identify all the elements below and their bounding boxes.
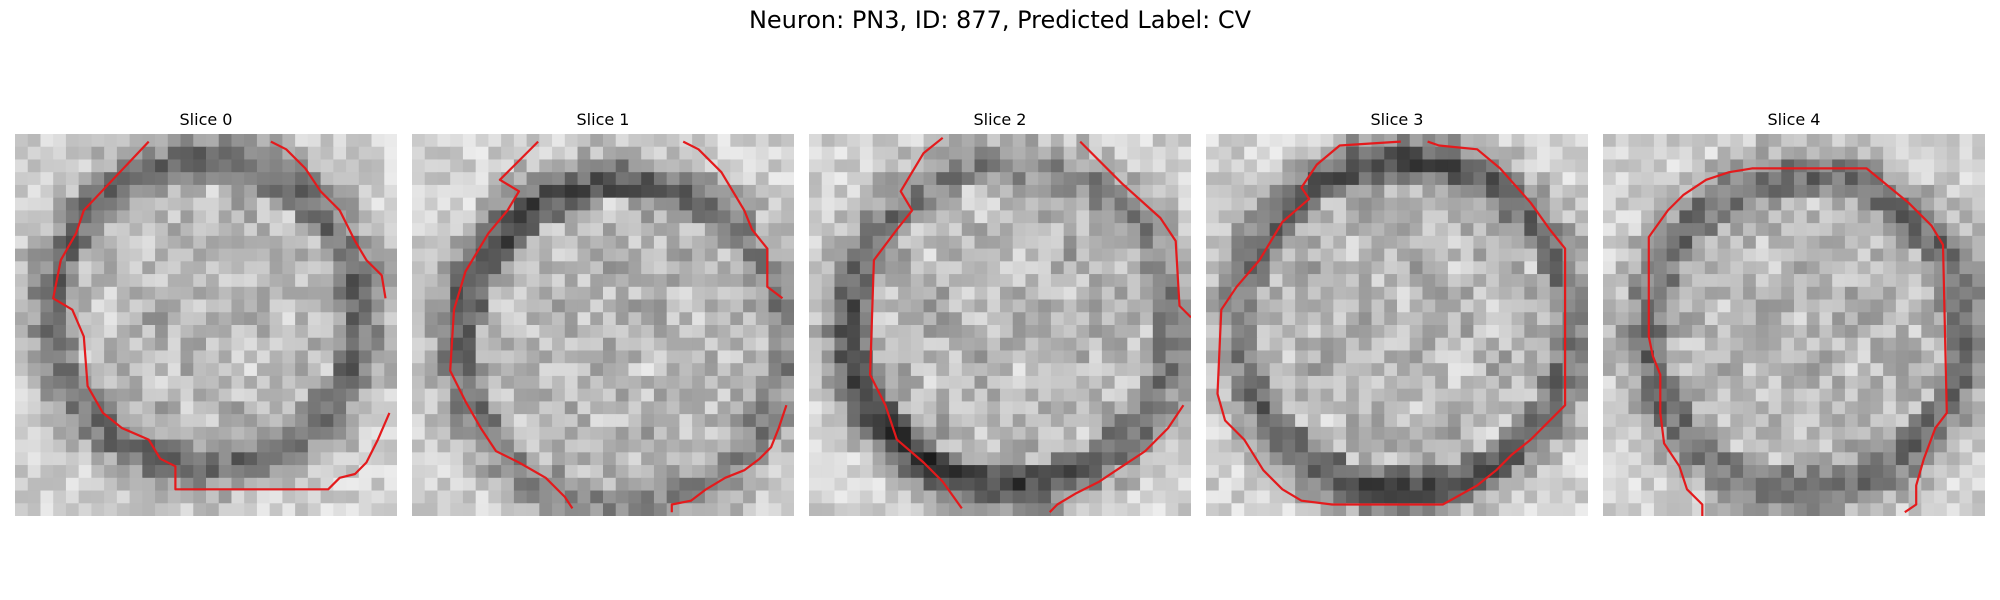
contour-line	[1048, 404, 1185, 513]
panel-title-slice-2: Slice 2	[973, 110, 1027, 129]
contour-line	[270, 140, 387, 299]
panel-title-slice-3: Slice 3	[1370, 110, 1424, 129]
pixel-grid	[809, 134, 1191, 516]
contour-line	[682, 140, 784, 300]
slice-4-image	[1603, 134, 1985, 516]
panel-slice-0	[15, 134, 397, 516]
contour-line	[1647, 167, 1948, 516]
panel-slice-1	[412, 134, 794, 516]
slice-3-image	[1206, 134, 1588, 516]
contour-line	[1079, 140, 1191, 319]
pixel-grid	[15, 134, 397, 516]
figure-title: Neuron: PN3, ID: 877, Predicted Label: C…	[748, 6, 1252, 34]
contour-line	[1216, 140, 1567, 506]
pixel-grid	[1206, 134, 1588, 516]
slice-1-image	[412, 134, 794, 516]
panel-title-slice-0: Slice 0	[179, 110, 233, 129]
panel-slice-3	[1206, 134, 1588, 516]
pixel-grid	[1603, 134, 1985, 516]
slice-0-image	[15, 134, 397, 516]
panel-slice-2	[809, 134, 1191, 516]
panel-title-slice-4: Slice 4	[1767, 110, 1821, 129]
panel-title-slice-1: Slice 1	[576, 110, 630, 129]
panel-slice-4	[1603, 134, 1985, 516]
pixel-grid	[412, 134, 794, 516]
contour-line	[52, 140, 391, 491]
contour-line	[449, 140, 574, 510]
slice-2-image	[809, 134, 1191, 516]
contour-line	[868, 136, 963, 510]
contour-line	[670, 404, 788, 513]
